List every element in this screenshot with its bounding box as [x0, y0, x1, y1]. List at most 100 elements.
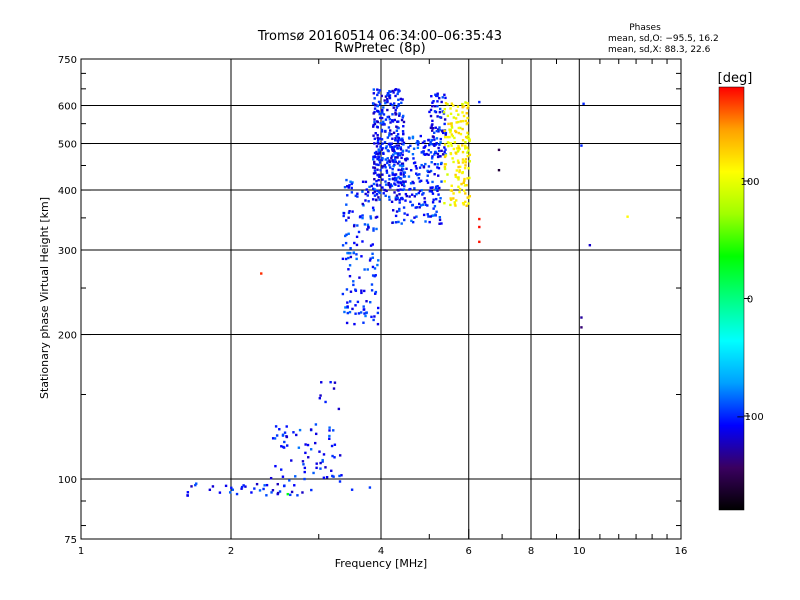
- y-tick-label: 300: [58, 246, 77, 257]
- data-point: [438, 115, 442, 119]
- data-point: [376, 152, 379, 156]
- data-point: [345, 288, 349, 291]
- data-point: [349, 180, 352, 183]
- data-point: [433, 138, 436, 141]
- data-point: [443, 165, 447, 169]
- data-point: [391, 103, 394, 107]
- data-point: [457, 149, 460, 152]
- data-point: [341, 292, 345, 296]
- data-point: [396, 162, 400, 165]
- data-point: [457, 165, 460, 169]
- data-point: [446, 135, 449, 139]
- data-point: [416, 140, 419, 143]
- data-point: [375, 227, 378, 231]
- data-point: [397, 126, 400, 130]
- data-point: [439, 197, 442, 200]
- data-point: [376, 126, 379, 129]
- data-point: [411, 220, 415, 224]
- data-point: [429, 114, 433, 118]
- data-point: [399, 172, 403, 175]
- data-point: [452, 160, 455, 164]
- data-point: [283, 431, 287, 434]
- data-point: [262, 487, 265, 491]
- data-point: [369, 244, 373, 247]
- data-point: [195, 482, 198, 485]
- data-point: [478, 225, 481, 229]
- data-point: [449, 203, 452, 207]
- data-point: [388, 174, 391, 177]
- data-point: [467, 104, 470, 107]
- data-point: [443, 202, 446, 205]
- data-point: [454, 117, 458, 120]
- data-point: [429, 141, 432, 144]
- data-point: [416, 173, 419, 177]
- data-point: [349, 290, 353, 293]
- data-point: [373, 274, 376, 278]
- data-point: [397, 220, 400, 224]
- data-point: [388, 132, 391, 135]
- data-point: [392, 131, 396, 135]
- data-point: [228, 491, 232, 494]
- data-point: [280, 468, 283, 471]
- data-point: [384, 101, 387, 105]
- data-point: [344, 219, 348, 222]
- data-point: [437, 128, 440, 131]
- data-point: [318, 397, 322, 400]
- data-point: [357, 230, 361, 234]
- data-point: [265, 483, 269, 487]
- data-point: [381, 186, 384, 189]
- data-point: [388, 159, 391, 162]
- data-point: [424, 162, 427, 166]
- x-tick-label: 2: [228, 546, 234, 557]
- data-point: [444, 154, 448, 157]
- data-point: [372, 172, 376, 175]
- data-point: [446, 114, 450, 118]
- data-point: [413, 216, 416, 219]
- data-point: [466, 146, 469, 149]
- data-point: [388, 178, 391, 181]
- data-point: [275, 434, 279, 437]
- data-point: [365, 188, 368, 191]
- data-point: [398, 207, 401, 211]
- data-point: [402, 173, 405, 176]
- data-point: [418, 206, 421, 209]
- data-point: [393, 160, 397, 163]
- data-point: [290, 459, 293, 462]
- data-point: [426, 169, 429, 173]
- data-point: [386, 157, 389, 160]
- data-point: [290, 490, 294, 494]
- data-point: [431, 135, 435, 138]
- data-point: [333, 381, 337, 384]
- data-point: [402, 143, 405, 146]
- data-point: [437, 130, 440, 133]
- colorbar-tick-label: −100: [736, 412, 763, 423]
- data-point: [377, 155, 381, 159]
- data-point: [354, 194, 358, 198]
- data-point: [379, 121, 382, 125]
- data-point: [411, 135, 415, 139]
- data-point: [372, 158, 375, 161]
- data-point: [427, 153, 430, 156]
- data-point: [344, 257, 348, 261]
- data-point: [398, 164, 402, 167]
- data-point: [403, 218, 406, 222]
- data-point: [394, 94, 397, 98]
- data-point: [436, 187, 439, 191]
- data-point: [312, 471, 315, 475]
- data-point: [362, 308, 366, 311]
- data-point: [388, 160, 392, 164]
- data-point: [274, 464, 277, 468]
- data-point: [283, 484, 286, 487]
- data-point: [443, 150, 446, 154]
- data-point: [402, 188, 406, 191]
- data-point: [391, 173, 395, 176]
- data-point: [449, 152, 453, 156]
- data-point: [444, 131, 448, 135]
- data-point: [369, 257, 372, 260]
- data-point: [456, 150, 460, 153]
- data-point: [430, 138, 433, 142]
- data-point: [374, 216, 378, 219]
- data-point: [393, 163, 396, 166]
- data-point: [588, 244, 592, 247]
- data-point: [395, 177, 398, 180]
